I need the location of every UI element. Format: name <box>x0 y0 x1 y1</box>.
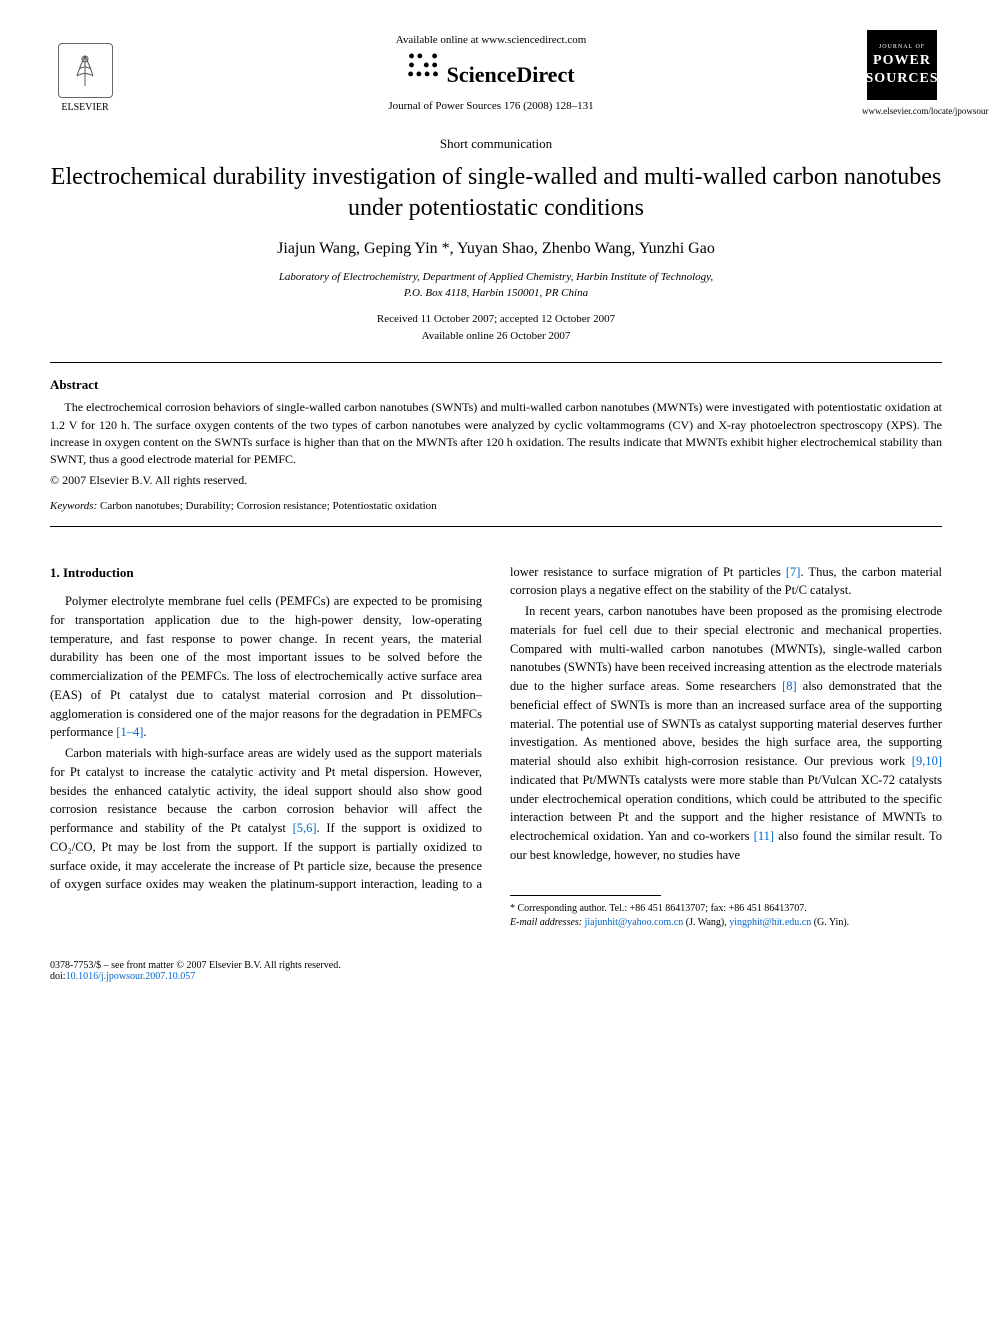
email-label: E-mail addresses: <box>510 917 582 928</box>
section-1-heading: 1. Introduction <box>50 563 482 583</box>
elsevier-label: ELSEVIER <box>61 102 108 113</box>
affiliation-line-2: P.O. Box 4118, Harbin 150001, PR China <box>50 286 942 301</box>
article-dates: Received 11 October 2007; accepted 12 Oc… <box>50 311 942 344</box>
abstract-heading: Abstract <box>50 377 942 393</box>
email-line: E-mail addresses: jiajunhit@yahoo.com.cn… <box>510 916 942 930</box>
journal-logo: JOURNAL OF POWER SOURCES www.elsevier.co… <box>862 30 942 116</box>
page-header: ELSEVIER Available online at www.science… <box>50 30 942 116</box>
authors-text: Jiajun Wang, Geping Yin *, Yuyan Shao, Z… <box>277 240 715 257</box>
sciencedirect-logo: •• •• •••••• ScienceDirect <box>120 52 862 88</box>
email-link-1[interactable]: jiajunhit@yahoo.com.cn <box>585 917 684 928</box>
journal-citation: Journal of Power Sources 176 (2008) 128–… <box>120 100 862 112</box>
keywords-label: Keywords: <box>50 500 97 512</box>
corr-author-line: * Corresponding author. Tel.: +86 451 86… <box>510 902 942 916</box>
doi-label: doi: <box>50 971 66 982</box>
affiliation: Laboratory of Electrochemistry, Departme… <box>50 270 942 301</box>
footnote-block: * Corresponding author. Tel.: +86 451 86… <box>510 895 942 930</box>
sciencedirect-dots-icon: •• •• •••••• <box>407 52 440 79</box>
ref-link-8[interactable]: [8] <box>782 679 797 693</box>
p1-text-b: . <box>143 725 146 739</box>
ref-link-5-6[interactable]: [5,6] <box>293 821 317 835</box>
elsevier-logo: ELSEVIER <box>50 33 120 113</box>
ps-power: POWER <box>873 54 931 68</box>
corresponding-author-footnote: * Corresponding author. Tel.: +86 451 86… <box>510 902 942 930</box>
received-date: Received 11 October 2007; accepted 12 Oc… <box>50 311 942 328</box>
ref-link-11[interactable]: [11] <box>754 829 774 843</box>
ref-link-1-4[interactable]: [1–4] <box>116 725 143 739</box>
body-paragraph-3: In recent years, carbon nanotubes have b… <box>510 602 942 865</box>
email-link-2[interactable]: yingphit@hit.edu.cn <box>729 917 811 928</box>
center-header: Available online at www.sciencedirect.co… <box>120 34 862 112</box>
elsevier-tree-icon <box>58 43 113 98</box>
body-columns: 1. Introduction Polymer electrolyte memb… <box>50 563 942 930</box>
available-date: Available online 26 October 2007 <box>50 328 942 345</box>
email-name-2: (G. Yin). <box>814 917 849 928</box>
affiliation-line-1: Laboratory of Electrochemistry, Departme… <box>50 270 942 285</box>
keywords-block: Keywords: Carbon nanotubes; Durability; … <box>50 500 942 512</box>
abstract-text: The electrochemical corrosion behaviors … <box>50 399 942 469</box>
keywords-text: Carbon nanotubes; Durability; Corrosion … <box>100 500 437 512</box>
body-paragraph-1: Polymer electrolyte membrane fuel cells … <box>50 592 482 742</box>
available-online-text: Available online at www.sciencedirect.co… <box>120 34 862 46</box>
ref-link-9-10[interactable]: [9,10] <box>912 754 942 768</box>
doi-line: doi:10.1016/j.jpowsour.2007.10.057 <box>50 971 942 982</box>
doi-link[interactable]: 10.1016/j.jpowsour.2007.10.057 <box>66 971 196 982</box>
authors-line: Jiajun Wang, Geping Yin *, Yuyan Shao, Z… <box>50 240 942 258</box>
ref-link-7[interactable]: [7] <box>786 565 801 579</box>
article-title: Electrochemical durability investigation… <box>50 162 942 224</box>
email-name-1: (J. Wang), <box>686 917 727 928</box>
ps-journal-of: JOURNAL OF <box>879 44 925 50</box>
abstract-copyright: © 2007 Elsevier B.V. All rights reserved… <box>50 473 942 488</box>
article-type: Short communication <box>50 136 942 152</box>
divider-bottom <box>50 526 942 527</box>
p1-text-a: Polymer electrolyte membrane fuel cells … <box>50 594 482 739</box>
ps-sources: SOURCES <box>865 72 938 86</box>
journal-url: www.elsevier.com/locate/jpowsour <box>862 106 942 116</box>
sciencedirect-text: ScienceDirect <box>447 62 575 87</box>
footnote-divider <box>510 895 661 896</box>
footer-block: 0378-7753/$ – see front matter © 2007 El… <box>50 960 942 982</box>
front-matter-line: 0378-7753/$ – see front matter © 2007 El… <box>50 960 942 971</box>
power-sources-box: JOURNAL OF POWER SOURCES <box>867 30 937 100</box>
divider-top <box>50 362 942 363</box>
